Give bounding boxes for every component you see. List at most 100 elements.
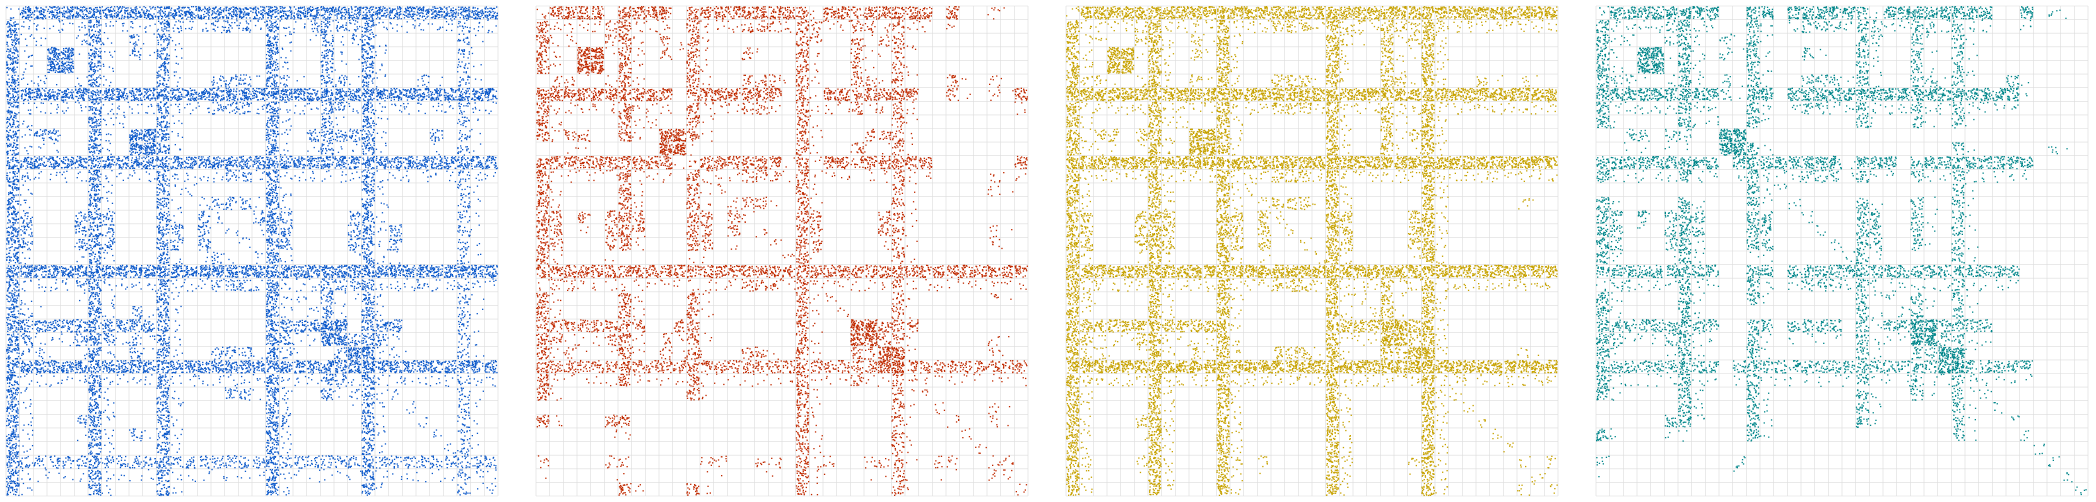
- data-point: [16, 161, 17, 162]
- data-point: [271, 30, 272, 31]
- data-point: [248, 9, 249, 10]
- data-point: [21, 234, 22, 235]
- data-point: [251, 8, 252, 9]
- data-point: [168, 30, 169, 31]
- data-point: [211, 14, 212, 15]
- data-point: [57, 13, 58, 14]
- data-point: [17, 480, 18, 481]
- data-point: [269, 20, 270, 21]
- data-point: [376, 24, 377, 25]
- data-point: [32, 328, 33, 329]
- data-point: [14, 295, 15, 296]
- data-point: [21, 463, 22, 464]
- data-point: [14, 57, 15, 58]
- data-point: [176, 12, 177, 13]
- data-point: [226, 8, 227, 9]
- data-point: [31, 380, 32, 381]
- data-point: [178, 10, 179, 11]
- data-point: [17, 168, 18, 169]
- data-point: [13, 361, 14, 362]
- data-point: [17, 148, 18, 149]
- data-point: [397, 12, 398, 13]
- data-point: [356, 14, 357, 15]
- data-point: [17, 51, 18, 52]
- data-point: [14, 133, 15, 134]
- data-point: [449, 6, 450, 7]
- data-point: [63, 13, 64, 14]
- data-point: [52, 363, 53, 364]
- data-point: [404, 11, 405, 12]
- data-point: [289, 10, 290, 11]
- data-point: [6, 425, 7, 426]
- data-point: [95, 37, 96, 38]
- data-point: [283, 13, 284, 14]
- data-point: [401, 26, 402, 27]
- data-point: [6, 260, 7, 261]
- data-point: [48, 99, 49, 100]
- data-point: [92, 15, 93, 16]
- data-point: [121, 8, 122, 9]
- data-point: [30, 421, 31, 422]
- data-point: [431, 10, 432, 11]
- data-point: [10, 339, 11, 340]
- data-point: [14, 325, 15, 326]
- data-point: [81, 10, 82, 11]
- data-point: [55, 163, 56, 164]
- data-point: [69, 12, 70, 13]
- data-point: [6, 390, 7, 391]
- data-point: [18, 347, 19, 348]
- data-point: [13, 199, 14, 200]
- data-point: [21, 494, 22, 495]
- data-point: [223, 10, 224, 11]
- data-point: [169, 36, 170, 37]
- data-point: [20, 304, 21, 305]
- data-point: [396, 10, 397, 11]
- data-point: [448, 24, 449, 25]
- data-point: [12, 59, 13, 60]
- data-point: [17, 274, 18, 275]
- data-point: [56, 161, 57, 162]
- data-point: [44, 361, 45, 362]
- data-point: [280, 8, 281, 9]
- data-point: [17, 154, 18, 155]
- data-point: [25, 263, 26, 264]
- data-point: [76, 13, 77, 14]
- data-point: [38, 164, 39, 165]
- data-point: [435, 15, 436, 16]
- data-point: [160, 14, 161, 15]
- data-point: [18, 461, 19, 462]
- data-point: [322, 44, 323, 45]
- data-point: [27, 266, 28, 267]
- data-point: [86, 14, 87, 15]
- data-point: [56, 362, 57, 363]
- data-point: [158, 34, 159, 35]
- data-point: [133, 17, 134, 18]
- data-point: [37, 166, 38, 167]
- data-point: [31, 301, 32, 302]
- data-point: [226, 17, 227, 18]
- data-point: [447, 11, 448, 12]
- data-point: [379, 12, 380, 13]
- data-point: [56, 7, 57, 8]
- data-point: [50, 11, 51, 12]
- data-point: [304, 15, 305, 16]
- data-point: [8, 487, 9, 488]
- data-point: [7, 75, 8, 76]
- data-point: [40, 306, 41, 307]
- data-point: [21, 238, 22, 239]
- data-point: [314, 15, 315, 16]
- data-point: [434, 10, 435, 11]
- data-point: [8, 243, 9, 244]
- data-point: [8, 307, 9, 308]
- data-point: [22, 334, 23, 335]
- data-point: [36, 17, 37, 18]
- data-point: [408, 8, 409, 9]
- data-point: [7, 299, 8, 300]
- data-point: [18, 244, 19, 245]
- data-point: [432, 23, 433, 24]
- data-point: [165, 72, 166, 73]
- data-point: [9, 86, 10, 87]
- data-point: [235, 15, 236, 16]
- data-point: [138, 12, 139, 13]
- data-point: [95, 17, 96, 18]
